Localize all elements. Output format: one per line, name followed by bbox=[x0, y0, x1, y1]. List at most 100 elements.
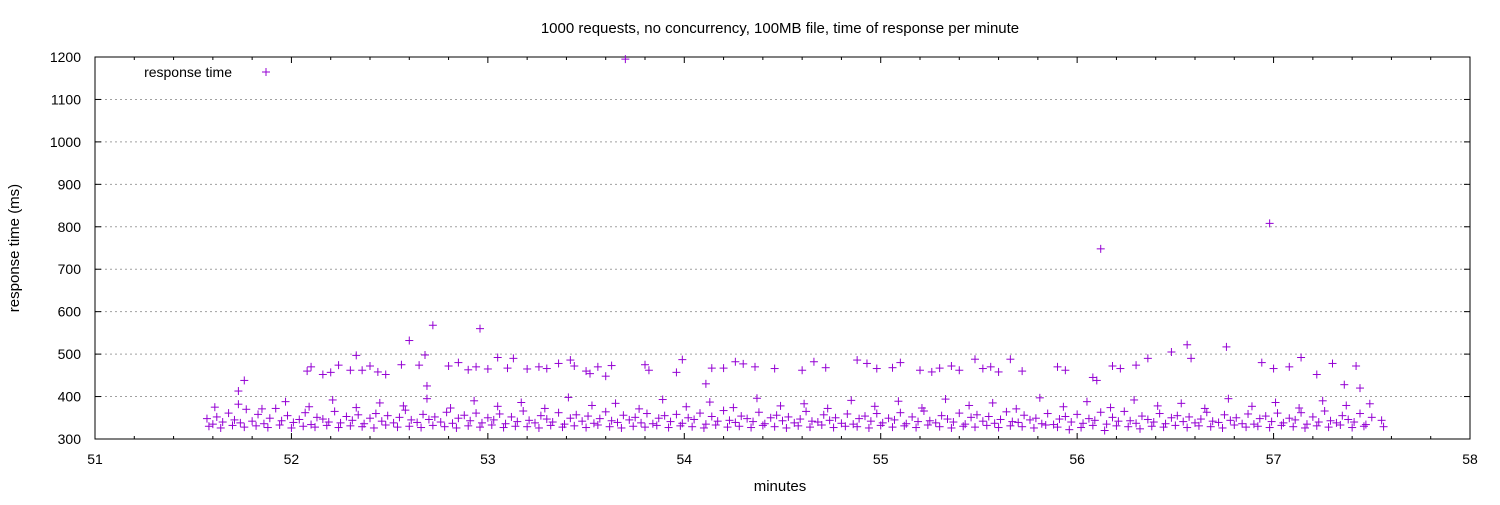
data-point bbox=[212, 412, 221, 421]
data-point bbox=[452, 423, 461, 432]
data-point bbox=[322, 421, 331, 430]
data-point bbox=[1029, 423, 1038, 432]
data-point bbox=[1143, 415, 1152, 424]
data-point bbox=[725, 416, 734, 425]
data-point bbox=[236, 418, 245, 427]
data-point bbox=[1295, 404, 1304, 413]
data-point bbox=[984, 412, 993, 421]
data-point bbox=[621, 55, 630, 64]
data-point bbox=[776, 401, 785, 410]
data-point bbox=[275, 420, 284, 429]
data-point bbox=[511, 422, 520, 431]
data-point bbox=[1218, 423, 1227, 432]
data-point bbox=[855, 414, 864, 423]
data-point bbox=[415, 361, 424, 370]
data-point bbox=[354, 410, 363, 419]
data-point bbox=[366, 414, 374, 423]
data-point bbox=[305, 402, 314, 411]
data-point bbox=[397, 360, 406, 369]
data-point bbox=[642, 409, 651, 418]
data-point bbox=[1312, 421, 1321, 430]
data-point bbox=[807, 417, 816, 426]
data-point bbox=[723, 423, 732, 432]
data-point bbox=[346, 366, 355, 375]
data-point bbox=[1265, 423, 1274, 432]
data-point bbox=[1084, 414, 1093, 423]
data-point bbox=[589, 419, 598, 428]
data-point bbox=[641, 360, 649, 369]
data-point bbox=[711, 420, 720, 429]
data-point bbox=[613, 418, 622, 427]
data-point bbox=[1167, 413, 1176, 422]
data-point bbox=[831, 413, 840, 422]
data-point bbox=[324, 418, 333, 427]
data-point bbox=[1356, 409, 1364, 418]
data-point bbox=[690, 415, 699, 424]
data-point bbox=[888, 423, 897, 432]
data-point bbox=[841, 422, 850, 431]
data-point bbox=[1018, 367, 1027, 376]
data-point bbox=[454, 414, 463, 423]
data-point bbox=[464, 365, 473, 374]
data-point bbox=[230, 415, 239, 424]
data-point bbox=[800, 399, 809, 408]
data-point bbox=[1253, 422, 1262, 431]
data-point bbox=[346, 421, 355, 430]
data-point bbox=[1167, 347, 1176, 356]
data-point bbox=[1090, 416, 1099, 425]
data-point bbox=[299, 422, 308, 431]
data-point bbox=[625, 415, 634, 424]
data-point bbox=[1137, 412, 1146, 421]
legend-label: response time bbox=[144, 64, 232, 80]
data-point bbox=[422, 394, 431, 403]
data-point bbox=[701, 420, 710, 429]
data-point bbox=[369, 423, 378, 432]
data-point bbox=[342, 412, 351, 421]
data-point bbox=[1342, 401, 1351, 410]
data-point bbox=[821, 363, 830, 372]
legend-plus-marker bbox=[262, 68, 270, 76]
data-point bbox=[428, 421, 437, 430]
data-point bbox=[1112, 421, 1121, 430]
data-point bbox=[287, 423, 296, 432]
data-point bbox=[770, 422, 779, 431]
data-point bbox=[994, 423, 1003, 432]
data-point bbox=[635, 404, 644, 413]
y-tick-label: 1100 bbox=[51, 91, 81, 107]
data-point bbox=[1065, 425, 1074, 434]
data-point bbox=[1196, 415, 1205, 424]
data-point bbox=[470, 396, 479, 405]
data-point bbox=[864, 423, 873, 432]
data-point bbox=[1159, 423, 1168, 432]
data-point bbox=[301, 408, 310, 417]
data-point bbox=[872, 409, 881, 418]
data-point bbox=[699, 423, 708, 432]
data-point bbox=[566, 414, 575, 423]
data-point bbox=[1136, 424, 1144, 433]
data-point bbox=[466, 416, 475, 425]
data-point bbox=[421, 350, 429, 359]
data-point bbox=[1171, 421, 1180, 430]
data-point bbox=[1008, 417, 1017, 426]
data-point bbox=[1230, 420, 1239, 429]
data-point bbox=[476, 423, 484, 432]
data-point bbox=[373, 367, 382, 376]
data-point bbox=[1200, 404, 1209, 413]
data-point bbox=[1356, 384, 1364, 393]
data-point bbox=[564, 393, 573, 402]
data-point bbox=[1232, 413, 1241, 422]
data-point bbox=[798, 366, 807, 375]
data-point bbox=[283, 411, 292, 420]
y-tick-label: 400 bbox=[58, 389, 82, 405]
data-point bbox=[652, 421, 661, 430]
data-point bbox=[1055, 415, 1064, 424]
data-point bbox=[1077, 423, 1086, 432]
data-point bbox=[303, 367, 312, 376]
data-point bbox=[1143, 354, 1152, 363]
data-point bbox=[1067, 418, 1076, 427]
data-point bbox=[311, 423, 319, 432]
data-point bbox=[660, 411, 669, 420]
data-point bbox=[460, 411, 469, 420]
data-point bbox=[1061, 366, 1070, 375]
